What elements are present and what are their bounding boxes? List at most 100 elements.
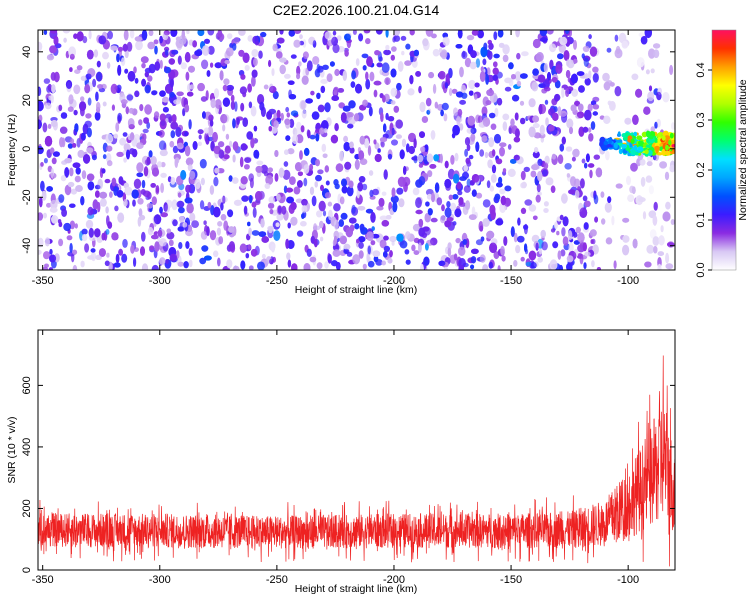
heatmap-cell — [228, 175, 233, 182]
heatmap-cell — [657, 263, 662, 270]
heatmap-cell — [395, 119, 404, 129]
heatmap-cell — [201, 45, 210, 56]
heatmap-cell — [491, 164, 497, 174]
heatmap-cell — [440, 109, 444, 117]
heatmap-cell — [364, 138, 369, 149]
heatmap-cell — [288, 94, 297, 100]
heatmap-cell — [646, 244, 655, 254]
heatmap-cell — [69, 53, 75, 60]
heatmap-cell — [520, 170, 526, 181]
heatmap-cell — [82, 123, 89, 135]
heatmap-cell — [631, 73, 639, 81]
heatmap-cell — [524, 199, 533, 206]
heatmap-cell — [249, 177, 254, 189]
heatmap-cell — [116, 190, 124, 198]
heatmap-cell — [169, 140, 175, 148]
heatmap-cell — [482, 264, 489, 270]
heatmap-hot-cell — [664, 150, 671, 156]
heatmap-cell — [502, 44, 510, 55]
heatmap-cell — [43, 158, 48, 164]
heatmap-cell — [531, 164, 539, 171]
heatmap-cell — [255, 165, 263, 173]
heatmap-cell — [511, 74, 516, 80]
heatmap-cell — [440, 49, 448, 60]
heatmap-cell — [76, 65, 83, 71]
heatmap-cell — [385, 215, 392, 220]
heatmap-cell — [46, 202, 52, 208]
colorbar-label: Normalized spectral amplitude — [737, 79, 749, 220]
heatmap-cell — [366, 56, 373, 67]
heatmap-cell — [281, 205, 287, 215]
heatmap-cell — [117, 46, 123, 52]
heatmap-cell — [144, 84, 151, 94]
heatmap-cell — [588, 70, 592, 79]
heatmap-cell — [273, 230, 281, 242]
heatmap-cell — [66, 235, 73, 241]
heatmap-cell — [468, 79, 476, 90]
heatmap-cell — [84, 243, 90, 253]
heatmap-cell — [559, 110, 567, 117]
heatmap-cell — [339, 150, 344, 162]
heatmap-cell — [310, 235, 316, 244]
heatmap-cell — [507, 168, 516, 177]
colorbar-tick-label: 0.2 — [695, 162, 707, 177]
heatmap-cell — [170, 177, 176, 185]
heatmap-cell — [151, 264, 159, 270]
heatmap-cell — [501, 255, 506, 262]
heatmap-cell — [648, 85, 653, 92]
heatmap-cell — [192, 40, 198, 48]
heatmap-cell — [384, 77, 391, 85]
heatmap-cell — [532, 115, 539, 123]
heatmap-cell — [579, 254, 584, 265]
heatmap-cell — [210, 62, 214, 68]
heatmap-cell — [664, 171, 670, 181]
heatmap-cell — [367, 245, 371, 255]
heatmap-cell — [239, 86, 247, 95]
heatmap-cell — [129, 30, 135, 39]
heatmap-cell — [258, 50, 263, 59]
heatmap-cell — [222, 84, 228, 92]
heatmap-cell — [268, 59, 272, 68]
heatmap-cell — [418, 227, 426, 237]
heatmap-cell — [194, 178, 201, 190]
heatmap-cell — [121, 253, 128, 263]
heatmap-cell — [133, 257, 137, 268]
heatmap-cell — [653, 201, 658, 211]
heatmap-cell — [626, 175, 631, 186]
heatmap-cell — [340, 212, 348, 220]
heatmap-cell — [312, 56, 320, 65]
heatmap-cell — [475, 239, 483, 246]
heatmap-cell — [171, 199, 178, 211]
heatmap-cell — [311, 195, 317, 207]
heatmap-cell — [391, 46, 397, 52]
heatmap-cell — [383, 235, 389, 241]
heatmap-cell — [543, 162, 549, 170]
heatmap-cell — [381, 260, 387, 266]
heatmap-cell — [580, 178, 585, 189]
heatmap-cell — [561, 193, 568, 204]
heatmap-cell — [213, 206, 221, 218]
heatmap-cell — [551, 77, 558, 83]
heatmap-cell — [293, 39, 301, 48]
heatmap-cell — [444, 220, 452, 228]
heatmap-hot-cell — [635, 151, 639, 156]
heatmap-cell — [451, 88, 458, 94]
heatmap-hot-cell — [661, 135, 666, 141]
heatmap-cell — [322, 64, 329, 71]
heatmap-cell — [335, 163, 344, 173]
heatmap-cell — [120, 99, 128, 105]
heatmap-cell — [85, 73, 92, 80]
heatmap-cell — [618, 32, 627, 44]
heatmap-cell — [444, 178, 452, 189]
heatmap-cell — [383, 169, 388, 180]
heatmap-cell — [665, 201, 671, 210]
heatmap-cell — [365, 78, 371, 90]
heatmap-cell — [352, 254, 361, 265]
heatmap-cell — [381, 220, 390, 227]
heatmap-cell — [425, 97, 432, 107]
heatmap-cell — [207, 126, 214, 136]
heatmap-cell — [548, 124, 555, 132]
heatmap-cell — [217, 257, 221, 267]
heatmap-cell — [593, 154, 600, 160]
